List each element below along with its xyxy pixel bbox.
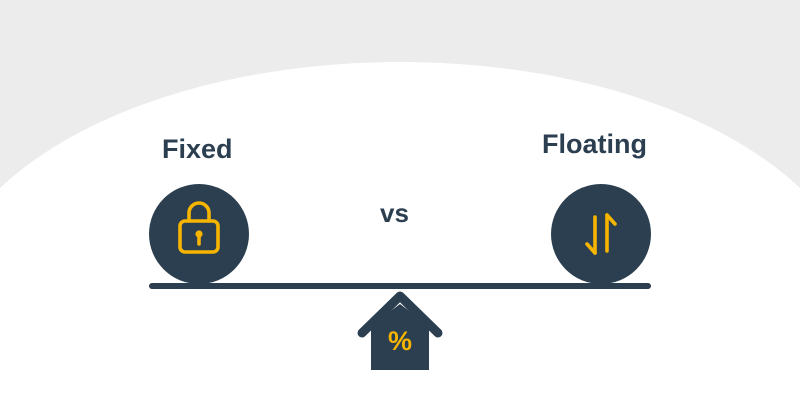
up-down-arrows-icon — [551, 184, 651, 284]
house-icon — [357, 291, 443, 370]
floating-label: Floating — [542, 129, 647, 159]
lock-icon — [149, 184, 249, 284]
white-arch — [0, 62, 800, 400]
percent-symbol: % — [387, 326, 412, 356]
fixed-label: Fixed — [162, 134, 233, 164]
vs-label: vs — [380, 198, 409, 228]
